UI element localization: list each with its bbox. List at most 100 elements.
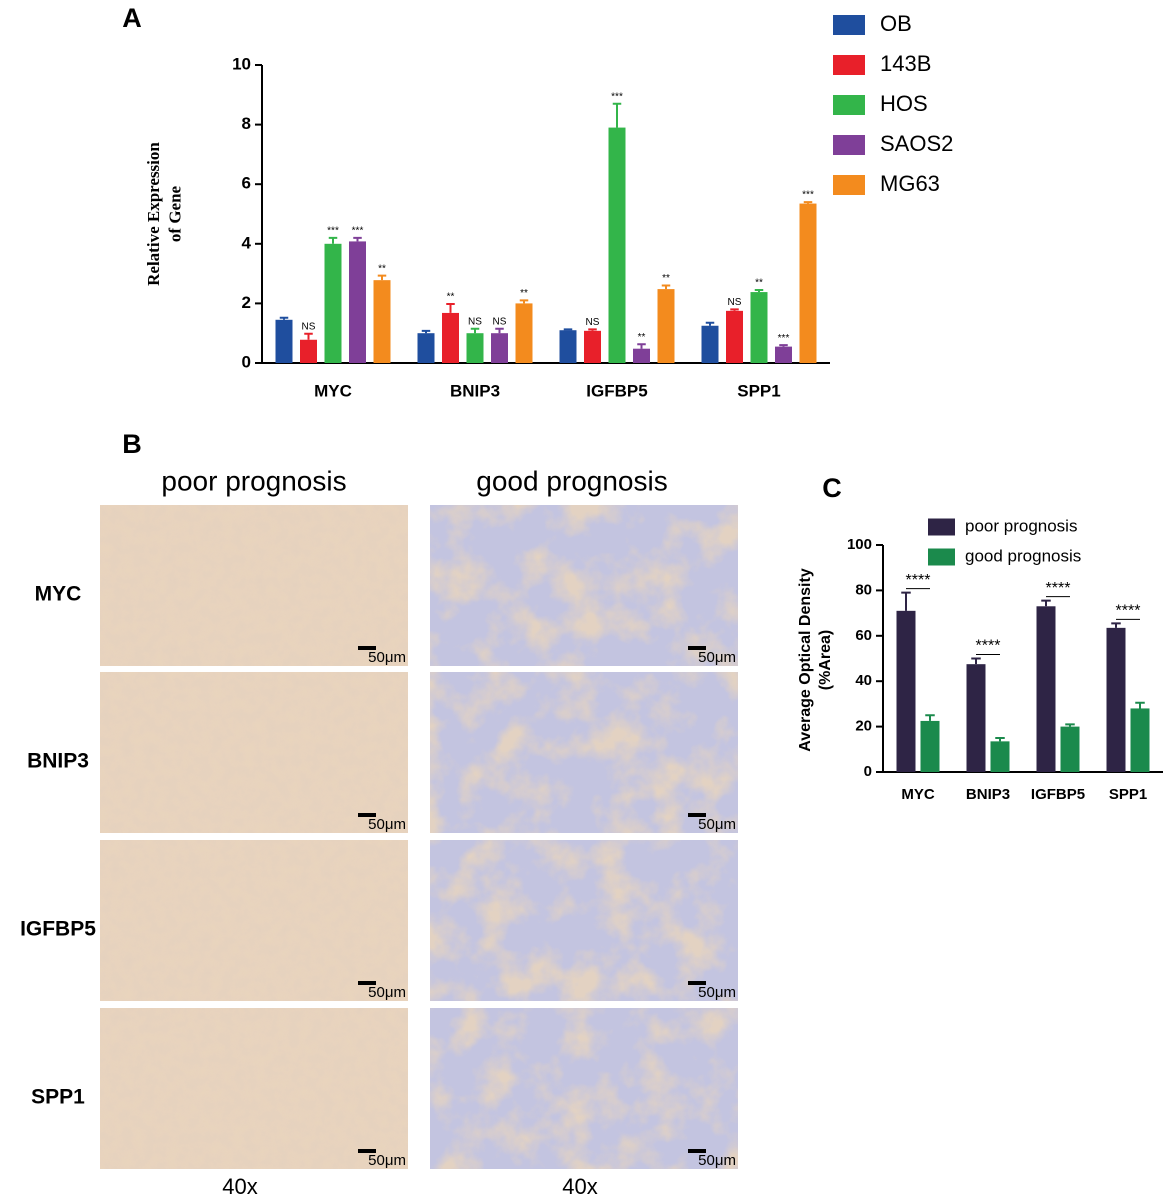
micrograph-texture <box>430 672 738 833</box>
significance-label: NS <box>302 321 316 332</box>
scale-bar <box>358 813 376 817</box>
error-bar <box>1041 599 1051 607</box>
error-bar <box>377 274 387 281</box>
micrograph-texture <box>430 1008 738 1169</box>
x-tick-label: IGFBP5 <box>1031 786 1085 803</box>
bar <box>491 333 508 363</box>
scale-bar <box>688 646 706 650</box>
panel-label: B <box>122 429 142 459</box>
error-bar <box>1065 723 1075 727</box>
y-tick-label: 4 <box>242 233 252 252</box>
significance-label: ** <box>755 278 763 289</box>
bar <box>799 203 817 363</box>
error-bar <box>925 714 935 721</box>
significance-label: NS <box>728 297 742 308</box>
error-bar <box>754 288 764 293</box>
legend-label: SAOS2 <box>880 131 953 156</box>
legend-label: MG63 <box>880 171 940 196</box>
error-bar <box>803 201 813 204</box>
significance-label: ** <box>378 263 386 274</box>
error-bar <box>612 102 622 128</box>
bar <box>466 333 484 363</box>
error-bar <box>995 736 1005 742</box>
significance-label: NS <box>586 317 600 328</box>
y-axis-title: Relative Expression of Gene <box>144 142 184 286</box>
y-axis-title-line: Average Optical Density <box>797 568 814 752</box>
legend-swatch <box>833 15 865 35</box>
bar <box>750 292 768 363</box>
error-bar <box>519 299 529 304</box>
scale-bar-label: 50μm <box>368 816 406 833</box>
bar <box>1106 627 1126 772</box>
bar <box>1130 708 1150 772</box>
y-tick-label: 10 <box>232 54 251 73</box>
legend-swatch <box>928 548 955 566</box>
error-bar <box>304 332 313 340</box>
scale-bar-label: 50μm <box>368 649 406 666</box>
bar <box>1060 726 1080 772</box>
legend-label: poor prognosis <box>965 516 1077 535</box>
legend-swatch <box>833 175 865 195</box>
significance-label: *** <box>352 225 364 236</box>
row-label: IGFBP5 <box>20 918 96 941</box>
column-header: good prognosis <box>476 465 667 496</box>
legend-swatch <box>833 55 865 75</box>
bar <box>349 241 366 363</box>
y-tick-label: 6 <box>242 174 251 193</box>
bar <box>1036 606 1056 772</box>
x-tick-label: MYC <box>314 381 352 400</box>
significance-label: NS <box>493 316 507 327</box>
error-bar <box>588 328 597 331</box>
significance-label: **** <box>976 638 1001 655</box>
significance-label: **** <box>1046 580 1071 597</box>
significance-label: *** <box>778 333 790 344</box>
bar <box>608 127 626 363</box>
scale-bar <box>688 981 706 985</box>
bar <box>966 664 986 772</box>
y-tick-label: 0 <box>242 352 251 371</box>
x-tick-label: BNIP3 <box>450 381 500 400</box>
micrograph-texture <box>430 840 738 1001</box>
legend-label: OB <box>880 11 912 36</box>
significance-label: *** <box>802 190 814 201</box>
significance-label: ** <box>447 292 455 303</box>
row-label: SPP1 <box>31 1086 85 1109</box>
error-bar <box>421 329 431 334</box>
error-bar <box>446 302 455 313</box>
bar <box>442 312 459 363</box>
error-bar <box>779 344 788 347</box>
y-tick-label: 8 <box>242 114 251 133</box>
legend-swatch <box>928 518 955 536</box>
y-tick-label: 100 <box>847 536 872 553</box>
scale-bar-label: 50μm <box>698 1152 736 1169</box>
panel-label: C <box>822 473 842 503</box>
y-axis-title-line: (%Area) <box>817 630 834 690</box>
error-bar <box>730 308 739 311</box>
scale-bar <box>358 1149 376 1153</box>
x-tick-label: MYC <box>901 786 935 803</box>
scale-bar <box>358 981 376 985</box>
micrograph-texture <box>100 672 408 833</box>
bar <box>775 346 792 363</box>
scale-bar-label: 50μm <box>698 816 736 833</box>
y-tick-label: 60 <box>855 627 872 644</box>
bar <box>324 243 342 363</box>
scale-bar <box>688 813 706 817</box>
bar <box>896 610 916 772</box>
bar <box>300 339 317 363</box>
x-tick-label: SPP1 <box>1109 786 1147 803</box>
error-bar <box>971 657 981 665</box>
legend-swatch <box>833 95 865 115</box>
bar <box>559 330 577 363</box>
micrograph-texture <box>100 1008 408 1169</box>
bar <box>701 325 719 363</box>
significance-label: *** <box>611 91 623 102</box>
legend-label: 143B <box>880 51 931 76</box>
y-tick-label: 40 <box>855 672 872 689</box>
bar <box>990 741 1010 772</box>
y-axis-title-line: of Gene <box>165 185 184 242</box>
error-bar <box>637 343 646 349</box>
scale-bar-label: 50μm <box>698 649 736 666</box>
legend-label: good prognosis <box>965 546 1081 565</box>
error-bar <box>1111 622 1121 628</box>
